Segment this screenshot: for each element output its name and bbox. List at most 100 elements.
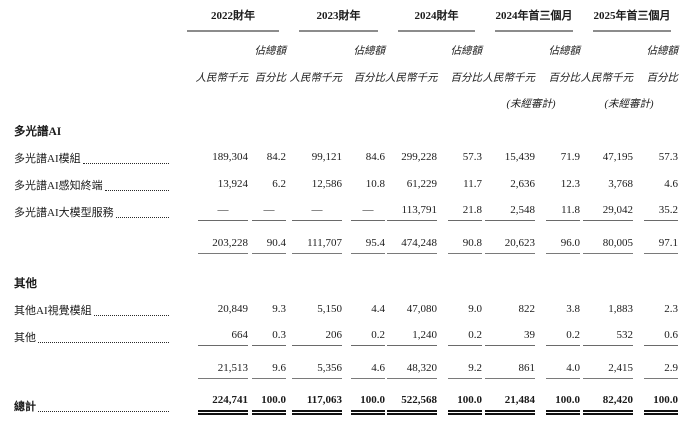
subtotal-cell: 5,356 xyxy=(292,362,342,379)
total-cell: 100.0 xyxy=(252,394,286,415)
total-cell: 117,063 xyxy=(292,394,342,415)
value-cell: 0.3 xyxy=(252,329,286,346)
total-cell: 100.0 xyxy=(351,394,385,415)
value-cell: — xyxy=(351,204,385,221)
subtotal-cell: 95.4 xyxy=(351,237,385,254)
rmb-thousands-label: 人民幣千元 xyxy=(385,73,438,85)
row-label: 多光譜AI模組 xyxy=(14,153,81,166)
value-cell: 35.2 xyxy=(644,204,678,221)
value-cell: 13,924 xyxy=(217,178,248,191)
value-cell: 2,548 xyxy=(485,204,535,221)
value-cell: 61,229 xyxy=(406,178,437,191)
total-cell: 82,420 xyxy=(583,394,633,415)
subtotal-cell: 4.0 xyxy=(546,362,580,379)
percentage-label: 百分比 xyxy=(353,73,386,85)
period-header-fy2023: 2023財年 xyxy=(299,10,378,32)
value-cell: 189,304 xyxy=(212,151,248,164)
subtotal-cell: 90.8 xyxy=(448,237,482,254)
value-cell: 9.0 xyxy=(468,303,482,316)
value-cell: 11.8 xyxy=(546,204,580,221)
subtotal-cell: 111,707 xyxy=(292,237,342,254)
total-cell: 100.0 xyxy=(448,394,482,415)
value-cell: 10.8 xyxy=(365,178,385,191)
period-header-fy2024: 2024財年 xyxy=(398,10,475,32)
leader-dots xyxy=(115,217,169,218)
row-label: 其他AI視覺模組 xyxy=(14,305,92,318)
section-title-row: 多光譜AI xyxy=(14,112,678,140)
value-cell: 84.2 xyxy=(266,151,286,164)
value-cell: 1,240 xyxy=(387,329,437,346)
total-label: 總計 xyxy=(14,401,36,414)
value-cell: 39 xyxy=(485,329,535,346)
subtotal-row: 21,513 9.6 5,356 4.6 48,320 9.2 861 4.0 … xyxy=(14,346,678,379)
value-cell: 71.9 xyxy=(560,151,580,164)
value-cell: 822 xyxy=(518,303,536,316)
value-cell: 15,439 xyxy=(504,151,535,164)
subtotal-cell: 203,228 xyxy=(198,237,248,254)
unaudited-row: (未經審計) (未經審計) xyxy=(14,86,678,112)
grand-total-row: 總計 224,741 100.0 117,063 100.0 522,568 1… xyxy=(14,379,678,415)
value-cell: 21.8 xyxy=(448,204,482,221)
value-cell: 3.8 xyxy=(566,303,580,316)
share-of-total-label: 佔總額 xyxy=(450,46,483,58)
period-header-fy2022: 2022財年 xyxy=(187,10,279,32)
subtotal-cell: 80,005 xyxy=(583,237,633,254)
value-cell: 2,636 xyxy=(510,178,535,191)
leader-dots xyxy=(93,315,169,316)
subtotal-cell: 97.1 xyxy=(644,237,678,254)
unaudited-note: (未經審計) xyxy=(506,99,556,111)
row-label: 多光譜AI感知終端 xyxy=(14,180,103,193)
section-title-others: 其他 xyxy=(14,278,37,291)
value-cell: 1,883 xyxy=(608,303,633,316)
total-cell: 522,568 xyxy=(387,394,437,415)
row-label: 其他 xyxy=(14,332,36,345)
subtotal-cell: 21,513 xyxy=(198,362,248,379)
rmb-thousands-label: 人民幣千元 xyxy=(580,73,634,85)
total-cell: 100.0 xyxy=(546,394,580,415)
value-cell: 57.3 xyxy=(658,151,678,164)
revenue-breakdown-table: 2022財年 2023財年 2024財年 2024年首三個月 2025年首三個月… xyxy=(14,2,678,415)
value-cell: 20,849 xyxy=(217,303,248,316)
value-cell: 29,042 xyxy=(583,204,633,221)
rmb-thousands-label: 人民幣千元 xyxy=(195,73,249,85)
value-cell: 5,150 xyxy=(317,303,342,316)
table-row: 其他AI視覺模組 20,849 9.3 5,150 4.4 47,080 9.0… xyxy=(14,292,678,319)
corner-blank xyxy=(14,2,174,33)
value-cell: 113,791 xyxy=(387,204,437,221)
value-cell: 9.3 xyxy=(272,303,286,316)
value-cell: 3,768 xyxy=(608,178,633,191)
subtotal-cell: 861 xyxy=(485,362,535,379)
total-cell: 224,741 xyxy=(198,394,248,415)
percentage-label: 百分比 xyxy=(254,73,287,85)
subtotal-row: 203,228 90.4 111,707 95.4 474,248 90.8 2… xyxy=(14,221,678,254)
share-of-total-label: 佔總額 xyxy=(254,46,287,58)
value-cell: — xyxy=(252,204,286,221)
rmb-thousands-label: 人民幣千元 xyxy=(482,73,536,85)
percentage-label: 百分比 xyxy=(450,73,483,85)
table-row: 多光譜AI模組 189,304 84.2 99,121 84.6 299,228… xyxy=(14,140,678,167)
subtotal-cell: 2.9 xyxy=(644,362,678,379)
value-cell: 12.3 xyxy=(560,178,580,191)
table-row: 多光譜AI大模型服務 — — — — 113,791 21.8 2,548 11… xyxy=(14,194,678,221)
subtotal-cell: 48,320 xyxy=(387,362,437,379)
subtotal-cell: 90.4 xyxy=(252,237,286,254)
share-of-total-label: 佔總額 xyxy=(548,46,581,58)
rmb-thousands-label: 人民幣千元 xyxy=(289,73,343,85)
unit-subheader-row: 人民幣千元 百分比 人民幣千元 百分比 人民幣千元 百分比 人民幣千元 百分比 … xyxy=(14,59,679,86)
percentage-label: 百分比 xyxy=(646,73,679,85)
value-cell: 532 xyxy=(583,329,633,346)
value-cell: 664 xyxy=(198,329,248,346)
value-cell: 57.3 xyxy=(462,151,482,164)
value-cell: 47,195 xyxy=(602,151,633,164)
value-cell: 0.6 xyxy=(644,329,678,346)
value-cell: — xyxy=(198,204,248,221)
subtotal-cell: 9.2 xyxy=(448,362,482,379)
value-cell: 0.2 xyxy=(351,329,385,346)
value-cell: 0.2 xyxy=(448,329,482,346)
share-subheader-row: 佔總額 佔總額 佔總額 佔總額 佔總額 xyxy=(14,33,679,59)
value-cell: 99,121 xyxy=(311,151,342,164)
period-header-3m2024: 2024年首三個月 xyxy=(495,10,573,32)
subtotal-cell: 20,623 xyxy=(485,237,535,254)
total-cell: 100.0 xyxy=(644,394,678,415)
period-header-3m2025: 2025年首三個月 xyxy=(593,10,671,32)
